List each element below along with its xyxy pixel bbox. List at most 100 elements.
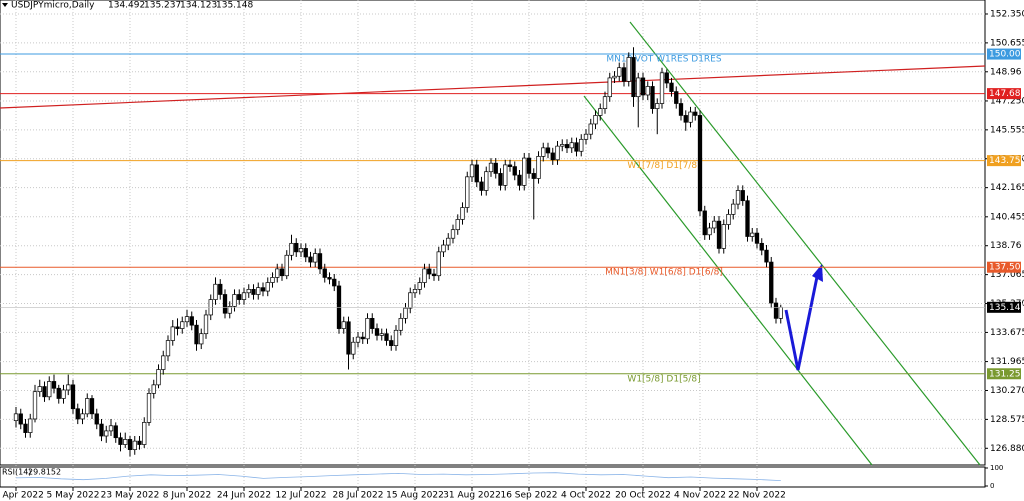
level-name: MN1PIVOT W1RES D1RES: [606, 55, 721, 65]
candle-body: [146, 393, 152, 423]
quote-value: 135.148: [216, 1, 253, 11]
menu-triangle: [2, 3, 8, 7]
candle-body: [189, 316, 194, 326]
candle-body: [56, 387, 61, 399]
candle-body: [564, 144, 570, 149]
candle-body: [664, 72, 669, 84]
candle-body: [759, 242, 764, 251]
candle-body: [693, 111, 698, 116]
candle-body: [303, 248, 308, 258]
level-box: [987, 261, 1021, 273]
candle-body: [42, 386, 47, 398]
candle-body: [574, 142, 579, 152]
candle-body: [260, 287, 266, 292]
candle-body: [279, 268, 285, 277]
x-tick-label: 15 Aug 2022: [386, 491, 444, 501]
candle-body: [308, 256, 313, 263]
candle-body: [94, 413, 99, 425]
candle-body: [222, 294, 228, 314]
candle-body: [203, 314, 209, 335]
candle-body: [517, 174, 522, 186]
candle-body: [51, 381, 57, 389]
candle-body: [726, 213, 731, 225]
candle-body: [66, 384, 71, 391]
rsi-value: 29.8152: [28, 468, 61, 477]
candle-body: [422, 268, 427, 283]
candle-body: [778, 306, 783, 319]
candle-body: [332, 278, 337, 287]
candle-body: [360, 336, 365, 340]
candle-body: [47, 381, 52, 398]
candle-body: [740, 190, 745, 202]
x-tick-label: 19 Apr 2022: [0, 491, 44, 501]
candle-body: [683, 115, 688, 123]
candle-body: [721, 224, 726, 249]
arrow-head: [812, 264, 823, 282]
candle-body: [161, 355, 166, 370]
candle-body: [688, 111, 693, 123]
candle-body: [104, 430, 109, 437]
channel-line: [629, 21, 981, 466]
candle-body: [170, 326, 175, 341]
candle-body: [270, 277, 275, 283]
symbol-title: USDJPYmicro,Daily: [11, 1, 95, 11]
candle-body: [417, 282, 422, 290]
candle-body: [674, 91, 679, 104]
candle-body: [550, 152, 555, 161]
y-tick-label: 148.96: [990, 67, 1022, 77]
candle-body: [370, 318, 375, 329]
candle-body: [351, 341, 356, 355]
candle-body: [18, 413, 23, 425]
y-tick-label: 150.655: [990, 38, 1024, 48]
candle-body: [113, 425, 118, 439]
candle-body: [151, 384, 156, 394]
candle-body: [70, 384, 76, 410]
candle-body: [707, 227, 712, 236]
last-price-box: [987, 301, 1021, 313]
rsi-tick-label: 0: [990, 482, 994, 490]
y-tick-label: 152.350: [990, 9, 1024, 19]
level-name: W1[5/8] D1[5/8]: [627, 374, 700, 384]
level-box: [987, 368, 1021, 380]
candle-body: [507, 164, 513, 167]
candle-body: [61, 389, 66, 399]
candle-body: [636, 77, 641, 98]
level-box: [987, 48, 1021, 60]
candle-body: [80, 413, 85, 420]
y-tick-label: 126.880: [990, 444, 1024, 454]
quote-value: 135.237: [144, 1, 181, 11]
candle-body: [503, 164, 508, 186]
level-value-label: 137.500: [989, 263, 1024, 273]
candle-body: [346, 321, 351, 355]
candle-body: [750, 232, 755, 237]
candle-body: [484, 171, 489, 191]
candle-body: [384, 333, 389, 341]
candle-body: [465, 176, 470, 208]
candle-body: [446, 237, 451, 246]
candle-body: [408, 292, 413, 309]
candle-body: [32, 391, 38, 420]
candle-body: [256, 287, 261, 295]
candle-body: [13, 413, 19, 422]
candle-body: [184, 316, 190, 323]
y-tick-label: 133.675: [990, 328, 1024, 338]
x-tick-label: 23 May 2022: [101, 491, 160, 501]
y-tick-label: 130.270: [990, 386, 1024, 396]
main-pane: [0, 0, 986, 466]
candle-body: [85, 398, 90, 415]
candle-body: [745, 200, 750, 237]
level-box: [987, 155, 1021, 167]
channel-line: [583, 95, 873, 466]
candle-body: [569, 142, 574, 149]
candle-body: [531, 173, 536, 179]
candle-body: [275, 268, 280, 278]
rsi-label: RSI(14): [2, 468, 31, 477]
rsi-tick-label: 100: [990, 464, 1003, 472]
x-tick-label: 22 Nov 2022: [728, 491, 786, 501]
candle-body: [583, 133, 589, 140]
candle-body: [28, 418, 33, 433]
level-value-label: 131.250: [989, 369, 1024, 379]
candle-body: [545, 147, 551, 154]
candle-body: [697, 115, 703, 212]
candle-body: [427, 268, 432, 275]
